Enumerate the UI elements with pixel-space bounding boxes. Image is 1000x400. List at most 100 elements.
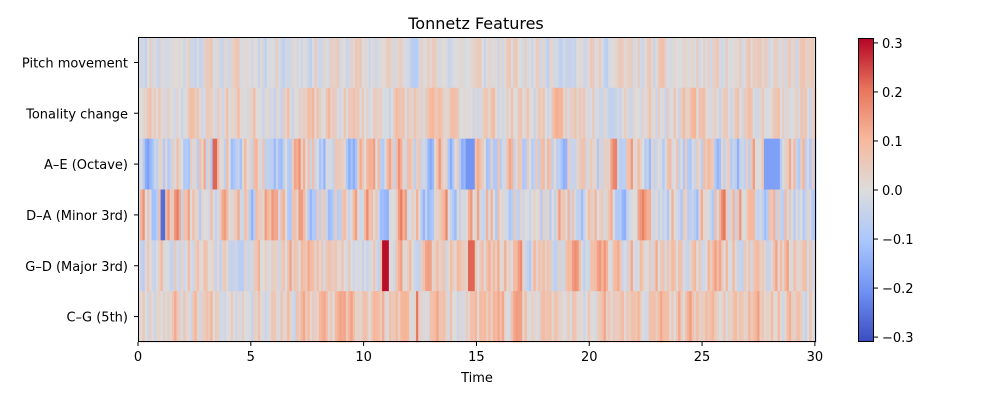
heatmap-cell — [269, 189, 272, 241]
heatmap-cell — [287, 291, 291, 343]
heatmap-cell — [289, 240, 293, 292]
heatmap-cell — [248, 87, 252, 140]
heatmap-cell — [359, 189, 363, 241]
y-tick-label: G–D (Major 3rd) — [25, 260, 128, 275]
heatmap-cell — [418, 189, 422, 241]
heatmap-cell — [651, 240, 654, 292]
heatmap-cell — [635, 291, 639, 343]
heatmap-cell — [196, 37, 200, 89]
heatmap-cell — [587, 87, 591, 140]
heatmap-cell — [266, 37, 270, 89]
heatmap-cell — [501, 138, 505, 190]
heatmap-cell — [309, 87, 313, 140]
heatmap-cell — [425, 37, 428, 89]
heatmap-cell — [698, 37, 702, 89]
heatmap-cell — [804, 138, 808, 190]
heatmap-cell — [302, 189, 306, 241]
heatmap-cell — [386, 37, 390, 89]
heatmap-cell — [434, 189, 437, 241]
heatmap-cell — [723, 189, 727, 241]
heatmap-cell — [422, 291, 426, 343]
heatmap-cell — [262, 87, 266, 140]
heatmap-cell — [759, 240, 763, 292]
heatmap-cell — [504, 37, 507, 89]
heatmap-cell — [305, 240, 309, 292]
heatmap-cell — [429, 189, 433, 241]
heatmap-cell — [626, 240, 630, 292]
heatmap-cell — [149, 37, 153, 89]
heatmap-cell — [678, 87, 681, 140]
heatmap-cell — [409, 189, 413, 241]
heatmap-cell — [454, 240, 458, 292]
heatmap-cell — [773, 37, 776, 89]
heatmap-cell — [187, 189, 191, 241]
heatmap-cell — [601, 240, 605, 292]
heatmap-cell — [332, 37, 336, 89]
heatmap-cell — [698, 291, 702, 343]
heatmap-cell — [727, 37, 731, 89]
heatmap-cell — [797, 87, 801, 140]
heatmap-cell — [221, 37, 225, 89]
heatmap-cell — [251, 189, 254, 241]
heatmap-cell — [707, 189, 711, 241]
heatmap-cell — [447, 138, 451, 190]
heatmap-cell — [779, 87, 783, 140]
heatmap-cell — [621, 291, 625, 343]
heatmap-cell — [275, 37, 279, 89]
heatmap-cell — [284, 138, 288, 190]
heatmap-cell — [436, 138, 440, 190]
heatmap-cell — [275, 189, 279, 241]
heatmap-cell — [241, 138, 245, 190]
heatmap-cell — [533, 37, 537, 89]
heatmap-cell — [809, 37, 813, 89]
heatmap-cell — [712, 189, 715, 241]
heatmap-cell — [662, 87, 666, 140]
heatmap-cell — [402, 87, 406, 140]
heatmap-cell — [727, 87, 731, 140]
heatmap-cell — [391, 240, 394, 292]
heatmap-cell — [176, 138, 180, 190]
x-tick-label: 20 — [581, 350, 598, 365]
heatmap-cell — [167, 189, 171, 241]
heatmap-cell — [165, 87, 168, 140]
heatmap-cell — [669, 291, 672, 343]
heatmap-cell — [709, 37, 713, 89]
heatmap-cell — [770, 37, 774, 89]
heatmap-cell — [574, 291, 578, 343]
heatmap-cell — [160, 87, 164, 140]
heatmap-cell — [253, 240, 257, 292]
heatmap-cell — [237, 37, 241, 89]
heatmap-cell — [316, 240, 320, 292]
heatmap-cell — [235, 138, 239, 190]
heatmap-cell — [219, 240, 223, 292]
heatmap-cell — [406, 138, 410, 190]
heatmap-cell — [138, 189, 141, 241]
heatmap-cell — [637, 87, 641, 140]
heatmap-cell — [734, 37, 738, 89]
heatmap-cell — [703, 291, 706, 343]
heatmap-cell — [614, 240, 618, 292]
heatmap-cell — [217, 37, 220, 89]
heatmap-cell — [300, 189, 304, 241]
heatmap-cell — [449, 291, 453, 343]
heatmap-cell — [716, 240, 720, 292]
heatmap-cell — [434, 87, 437, 140]
heatmap-cell — [251, 87, 254, 140]
heatmap-cell — [312, 189, 315, 241]
heatmap-cell — [764, 87, 767, 140]
heatmap-cell — [725, 240, 729, 292]
heatmap-cell — [578, 138, 582, 190]
heatmap-cell — [775, 240, 779, 292]
heatmap-cell — [605, 240, 609, 292]
heatmap-cell — [693, 240, 697, 292]
heatmap-cell — [400, 189, 404, 241]
heatmap-cell — [345, 37, 349, 89]
heatmap-cell — [673, 291, 677, 343]
heatmap-cell — [305, 189, 309, 241]
heatmap-cell — [339, 189, 342, 241]
heatmap-cell — [472, 37, 476, 89]
heatmap-cell — [510, 189, 514, 241]
heatmap-cell — [196, 291, 200, 343]
heatmap-cell — [750, 189, 754, 241]
heatmap-cell — [745, 37, 749, 89]
